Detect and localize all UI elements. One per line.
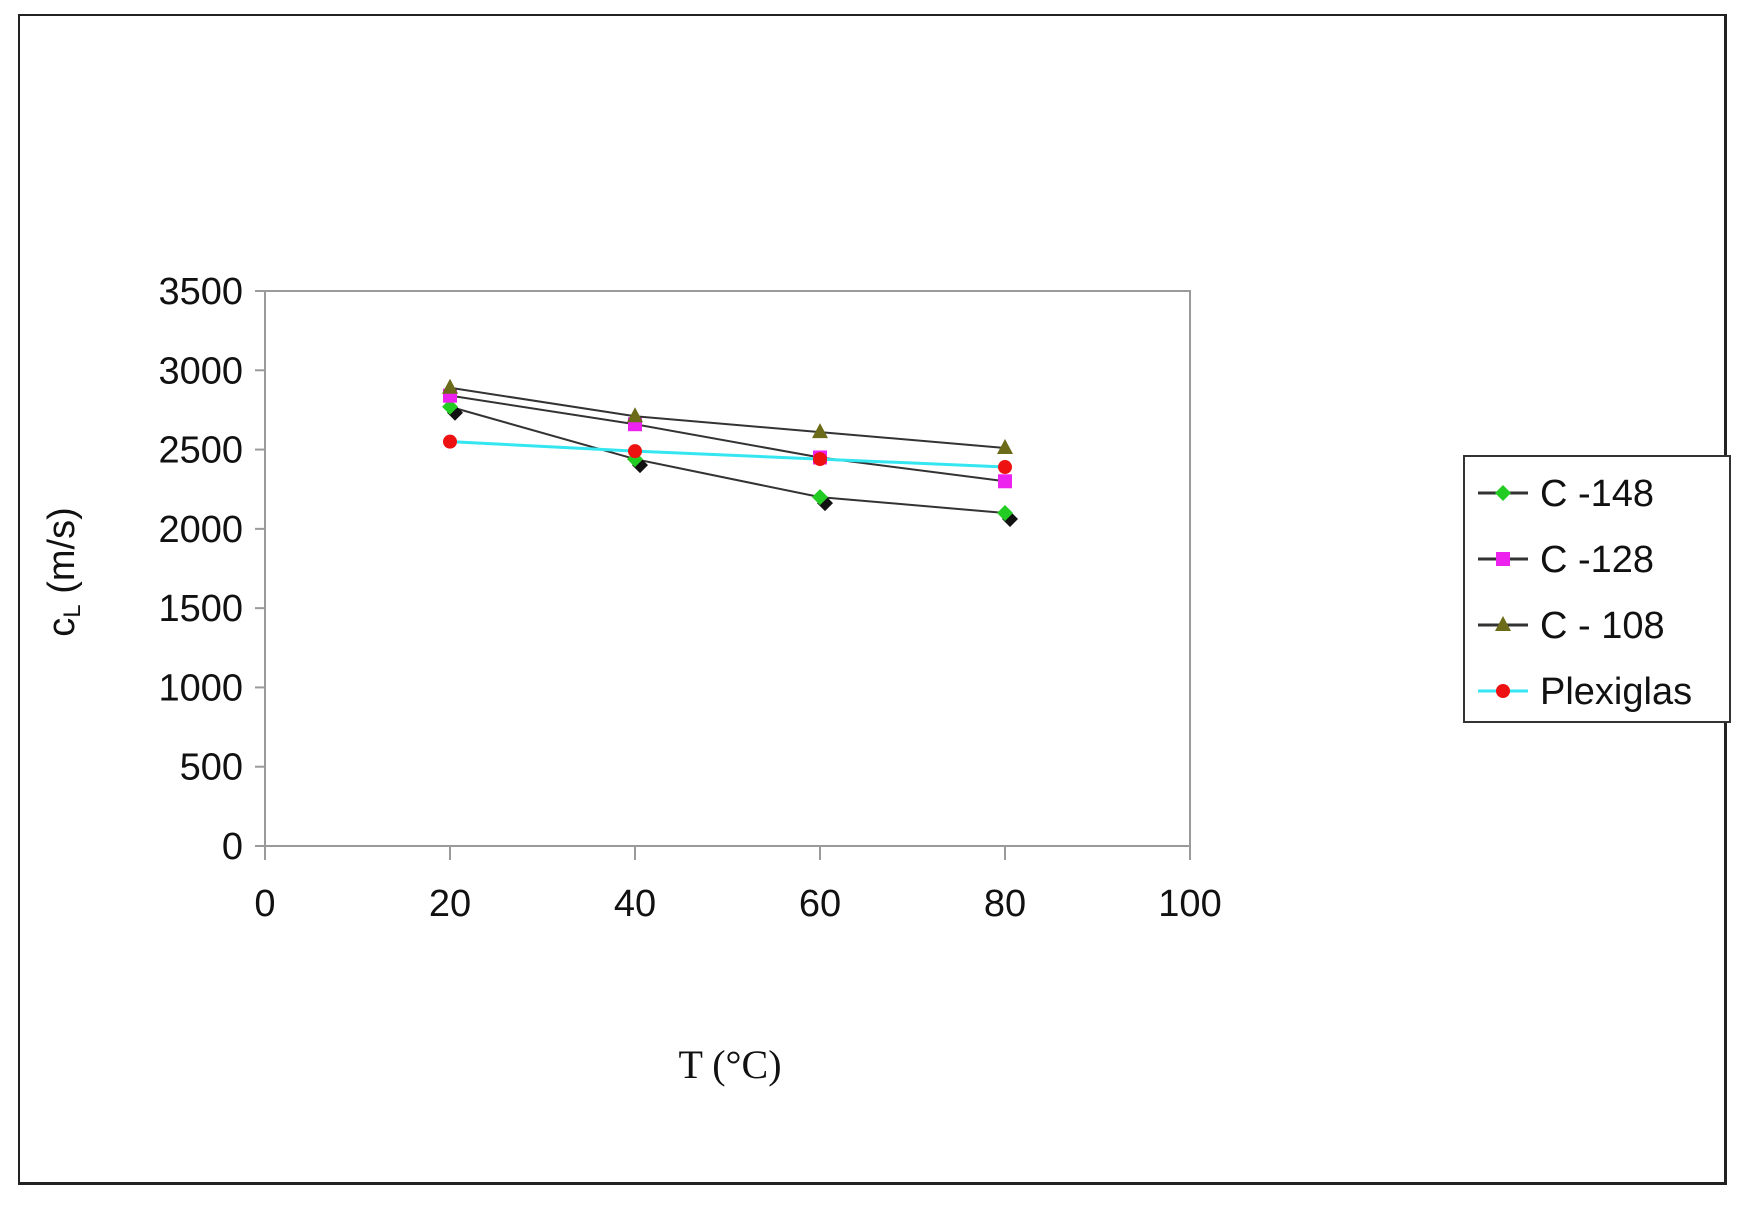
legend-box <box>1463 455 1731 723</box>
legend-item: Plexiglas <box>1478 671 1692 713</box>
data-point <box>997 505 1013 521</box>
legend-marker <box>1496 552 1510 566</box>
legend-label: Plexiglas <box>1540 671 1692 713</box>
data-point <box>813 452 827 467</box>
y-tick-label: 2000 <box>158 509 243 551</box>
data-point <box>443 434 457 449</box>
y-tick-label: 0 <box>222 826 243 868</box>
series-line <box>449 440 1006 469</box>
legend: C -148 C -128 C - 108 Plexiglas <box>1463 455 1731 723</box>
y-tick-label: 500 <box>180 747 243 789</box>
series-line <box>449 394 1006 483</box>
series-line <box>449 405 1006 514</box>
series-2 <box>442 378 1013 454</box>
y-axis-label-sub: L <box>59 604 86 617</box>
x-tick-label: 20 <box>429 883 471 925</box>
y-axis-label-rest: (m/s) <box>41 507 83 604</box>
legend-item: C -148 <box>1478 473 1654 515</box>
legend-marker <box>1496 684 1510 698</box>
legend-item: C - 108 <box>1478 605 1665 647</box>
y-tick-label: 2500 <box>158 430 243 472</box>
legend-marker <box>1495 616 1511 631</box>
axes: 0 500 1000 1500 2000 2500 3000 3500 0 20 40 60 80 100 <box>158 271 1221 925</box>
series-line <box>449 386 1006 449</box>
y-tick-label: 3500 <box>158 271 243 313</box>
legend-items: C -148 C -128 C - 108 Plexiglas <box>1478 473 1692 713</box>
series-3 <box>443 434 1012 475</box>
series-layer <box>442 378 1018 527</box>
data-point <box>997 438 1013 454</box>
legend-marker <box>1495 485 1511 501</box>
x-axis-label: T (°C) <box>678 1042 781 1087</box>
y-tick-label: 1500 <box>158 588 243 630</box>
y-tick-label: 1000 <box>158 667 243 709</box>
legend-label: C - 108 <box>1540 605 1665 647</box>
y-tick-label: 3000 <box>158 350 243 392</box>
legend-label: C -128 <box>1540 539 1654 581</box>
plot-area <box>264 290 1191 847</box>
x-tick-label: 100 <box>1158 883 1221 925</box>
x-tick-label: 0 <box>254 883 275 925</box>
legend-label: C -148 <box>1540 473 1654 515</box>
data-point <box>998 474 1012 489</box>
data-point <box>627 407 643 423</box>
data-point <box>812 489 828 506</box>
y-axis-label: cL (m/s) <box>41 507 86 636</box>
x-tick-label: 60 <box>799 883 841 925</box>
data-point <box>628 444 642 459</box>
data-point <box>442 398 458 415</box>
data-point <box>442 378 458 394</box>
data-point <box>812 423 828 439</box>
y-axis-label-main: c <box>41 618 83 637</box>
data-point <box>998 460 1012 475</box>
x-tick-label: 40 <box>614 883 656 925</box>
legend-item: C -128 <box>1478 539 1654 581</box>
x-tick-label: 80 <box>984 883 1026 925</box>
